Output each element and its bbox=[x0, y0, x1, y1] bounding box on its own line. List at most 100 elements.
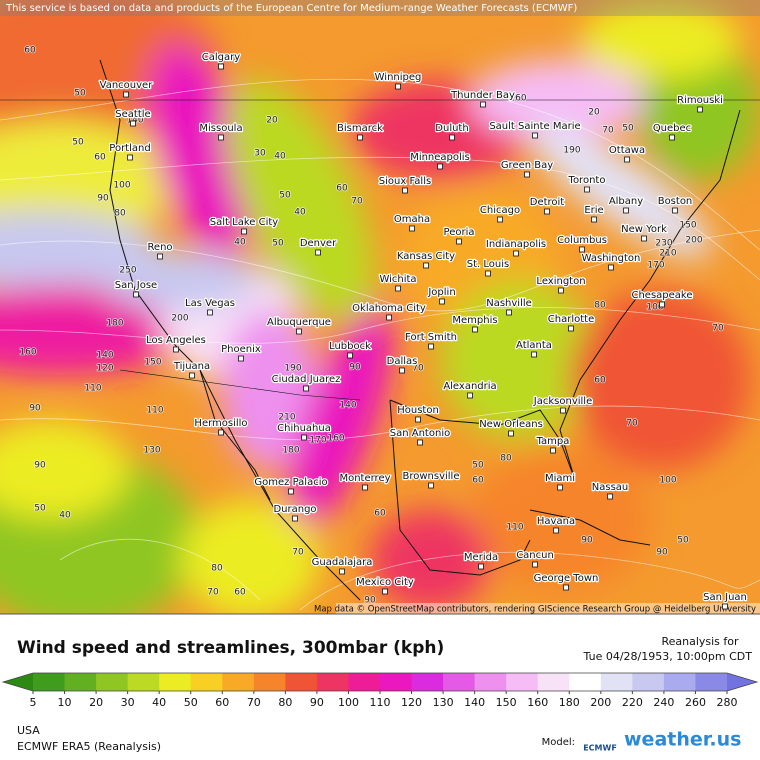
city-marker bbox=[402, 187, 408, 194]
city-label: Havana bbox=[537, 516, 575, 527]
city-marker bbox=[301, 434, 307, 441]
city-label: Joplin bbox=[427, 287, 455, 298]
speed-label: 50 bbox=[272, 239, 284, 249]
speed-label: 70 bbox=[292, 548, 304, 558]
speed-label: 60 bbox=[94, 153, 106, 163]
timestamp: Tue 04/28/1953, 10:00pm CDT bbox=[583, 650, 753, 663]
speed-label: 40 bbox=[59, 511, 71, 521]
city-marker bbox=[173, 346, 179, 353]
colorbar-segment bbox=[127, 673, 160, 691]
colorbar-segment bbox=[33, 673, 66, 691]
city-label: Lubbock bbox=[329, 341, 371, 352]
city-label: San Jose bbox=[115, 280, 157, 291]
city-marker bbox=[467, 392, 473, 399]
city-label: Cancun bbox=[516, 550, 554, 561]
colorbar-segment bbox=[537, 673, 570, 691]
city-marker bbox=[513, 250, 519, 257]
speed-label: 80 bbox=[500, 454, 512, 464]
city-label: Fort Smith bbox=[405, 332, 457, 343]
city-marker bbox=[456, 238, 462, 245]
speed-label: 80 bbox=[114, 209, 126, 219]
city-label: Chihuahua bbox=[277, 423, 331, 434]
colorbar-tick-label: 80 bbox=[278, 696, 292, 709]
city-label: Washington bbox=[582, 253, 641, 264]
city-marker bbox=[386, 314, 392, 321]
city-marker bbox=[478, 563, 484, 570]
speed-label: 90 bbox=[656, 548, 668, 558]
city-marker bbox=[417, 439, 423, 446]
colorbar-segment bbox=[159, 673, 192, 691]
city-label: Reno bbox=[147, 242, 172, 253]
colorbar-segment bbox=[569, 673, 602, 691]
speed-label: 50 bbox=[472, 461, 484, 471]
city-marker bbox=[697, 106, 703, 113]
colorbar-segment bbox=[443, 673, 476, 691]
colorbar-tick-label: 140 bbox=[464, 696, 485, 709]
speed-label: 50 bbox=[72, 138, 84, 148]
speed-label: 150 bbox=[679, 221, 696, 231]
attribution-band bbox=[0, 0, 760, 16]
city-marker bbox=[669, 134, 675, 141]
colorbar-tick-label: 200 bbox=[590, 696, 611, 709]
city-label: Alexandria bbox=[443, 381, 496, 392]
city-label: Albany bbox=[609, 196, 643, 207]
city-marker bbox=[395, 285, 401, 292]
colorbar-tick-label: 60 bbox=[215, 696, 229, 709]
city-marker bbox=[449, 134, 455, 141]
colorbar-segment bbox=[285, 673, 318, 691]
city-label: Las Vegas bbox=[185, 298, 235, 309]
colorbar-tick-label: 130 bbox=[433, 696, 454, 709]
speed-label: 140 bbox=[126, 116, 143, 126]
city-marker bbox=[563, 584, 569, 591]
colorbar-tick-label: 30 bbox=[121, 696, 135, 709]
speed-label: 190 bbox=[563, 146, 580, 156]
city-label: Charlotte bbox=[548, 314, 594, 325]
city-label: Winnipeg bbox=[375, 72, 422, 83]
city-label: Duluth bbox=[435, 123, 468, 134]
city-label: Merida bbox=[464, 552, 498, 563]
city-label: Peoria bbox=[444, 227, 475, 238]
city-marker bbox=[623, 207, 629, 214]
city-marker bbox=[127, 154, 133, 161]
colorbar-tick-label: 120 bbox=[401, 696, 422, 709]
speed-label: 60 bbox=[472, 476, 484, 486]
speed-label: 230 bbox=[655, 239, 672, 249]
speed-label: 160 bbox=[327, 434, 344, 444]
city-marker bbox=[557, 484, 563, 491]
colorbar-segment bbox=[411, 673, 444, 691]
city-marker bbox=[641, 235, 647, 242]
city-label: Omaha bbox=[394, 214, 430, 225]
city-label: Bismarck bbox=[337, 123, 383, 134]
city-marker bbox=[579, 246, 585, 253]
city-label: Miami bbox=[545, 473, 575, 484]
city-marker bbox=[395, 83, 401, 90]
city-label: Thunder Bay bbox=[450, 90, 515, 101]
city-label: Columbus bbox=[557, 235, 607, 246]
city-label: George Town bbox=[534, 573, 599, 584]
city-marker bbox=[591, 216, 597, 223]
city-marker bbox=[485, 270, 491, 277]
city-label: Los Angeles bbox=[146, 335, 206, 346]
city-marker bbox=[218, 429, 224, 436]
city-marker bbox=[532, 561, 538, 568]
city-marker bbox=[659, 301, 665, 308]
city-label: Memphis bbox=[452, 315, 497, 326]
speed-label: 80 bbox=[211, 564, 223, 574]
speed-label: 40 bbox=[234, 238, 246, 248]
colorbar-segment bbox=[222, 673, 255, 691]
city-marker bbox=[607, 493, 613, 500]
speed-label: 20 bbox=[588, 108, 600, 118]
city-marker bbox=[133, 291, 139, 298]
city-marker bbox=[506, 309, 512, 316]
city-marker bbox=[362, 484, 368, 491]
city-marker bbox=[357, 134, 363, 141]
city-label: Toronto bbox=[568, 175, 606, 186]
city-marker bbox=[382, 588, 388, 595]
speed-label: 130 bbox=[143, 446, 160, 456]
colorbar-tick-label: 90 bbox=[310, 696, 324, 709]
city-marker bbox=[241, 228, 247, 235]
city-label: Durango bbox=[273, 504, 316, 515]
city-label: Quebec bbox=[653, 123, 691, 134]
attribution: This service is based on data and produc… bbox=[5, 3, 577, 14]
